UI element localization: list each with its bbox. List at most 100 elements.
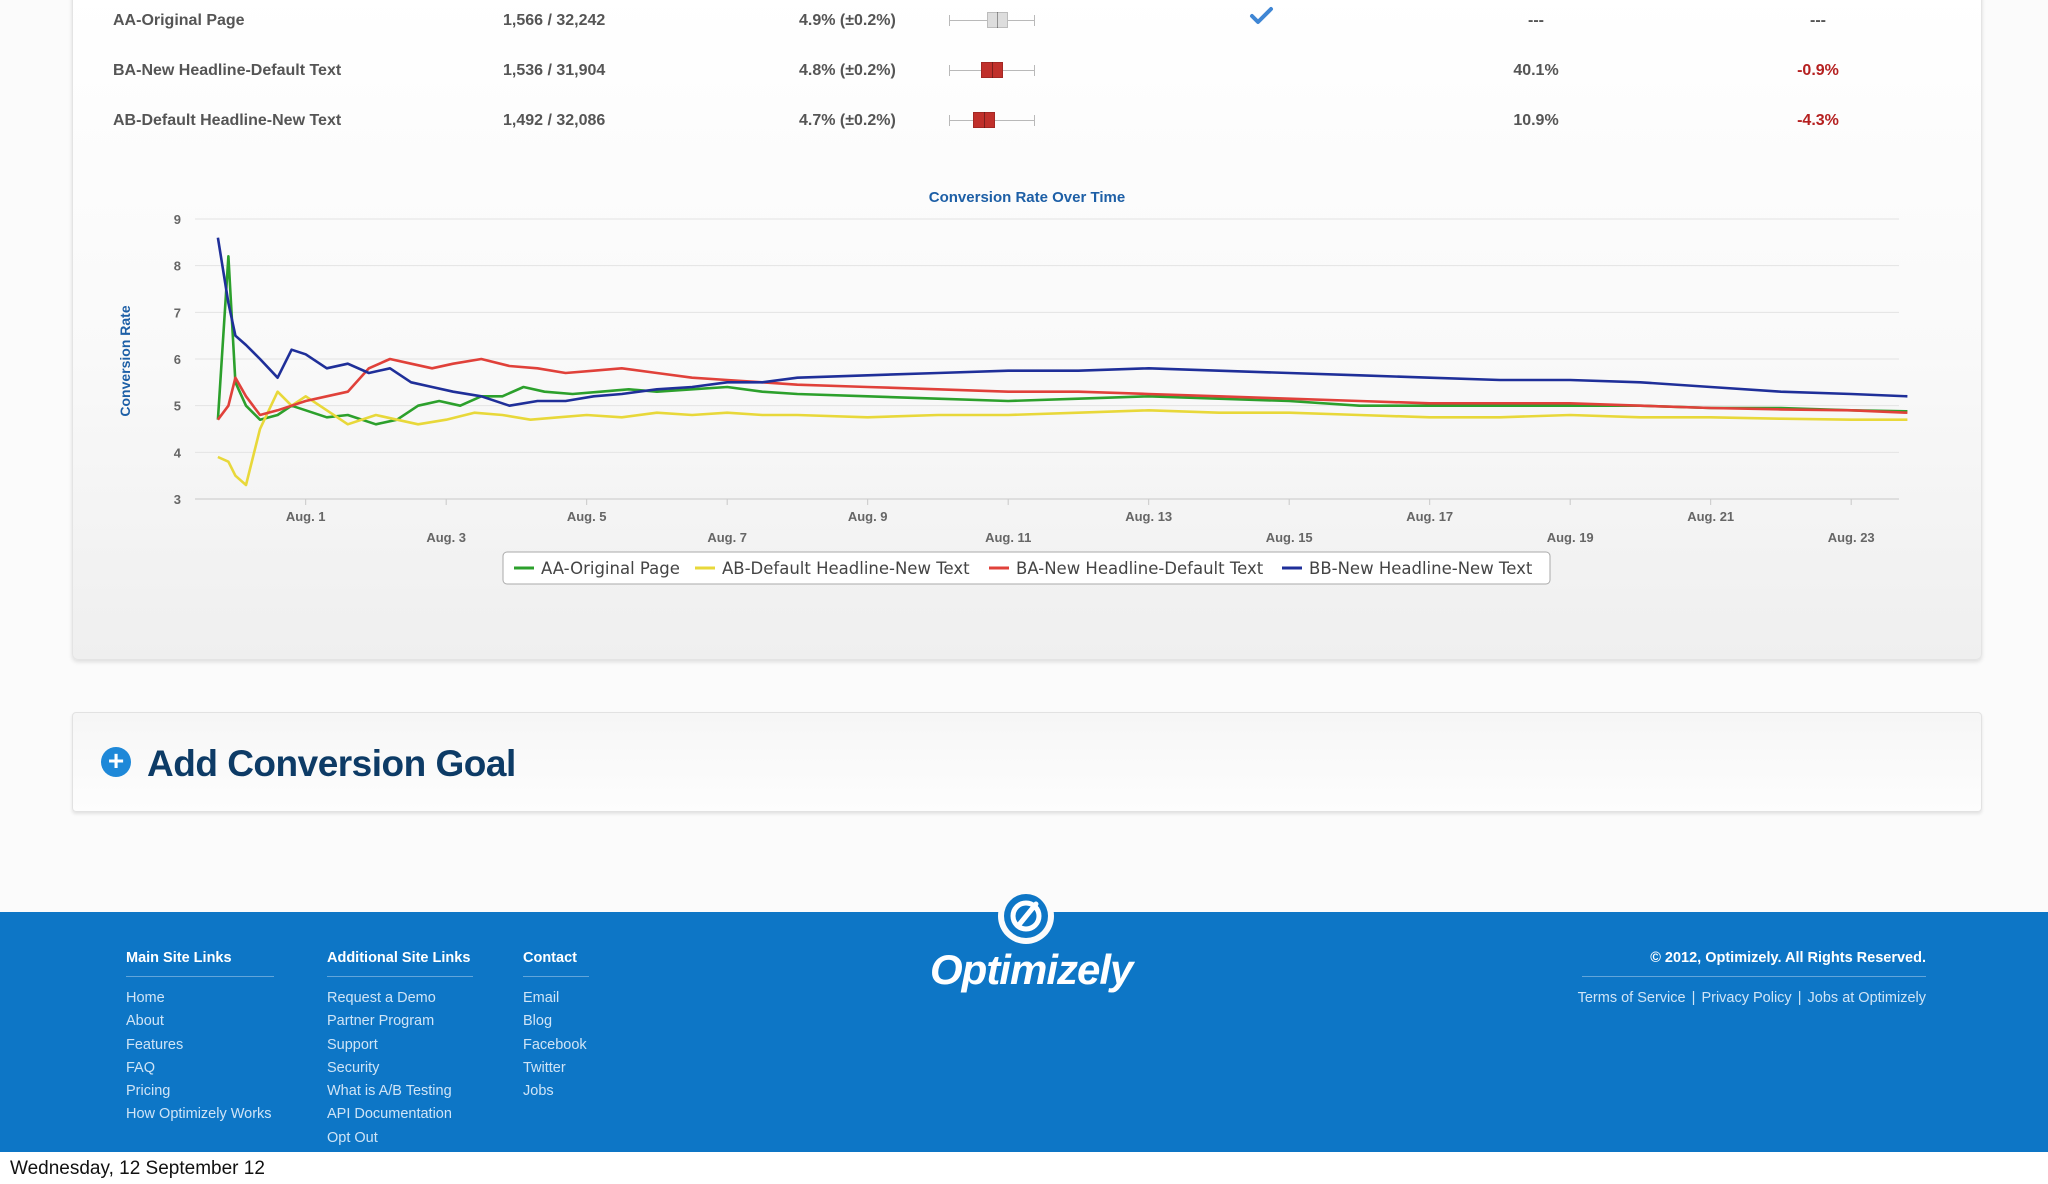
footer-link-security[interactable]: Security bbox=[327, 1059, 380, 1076]
terms-link[interactable]: Terms of Service bbox=[1577, 990, 1686, 1006]
variation-row[interactable]: BA-New Headline-Default Text 1,536 / 31,9… bbox=[73, 50, 1981, 90]
x-tick-label: Aug. 19 bbox=[1547, 530, 1594, 545]
interval-tick bbox=[949, 65, 950, 76]
interval-midpoint bbox=[983, 112, 985, 128]
footer-link-twitter[interactable]: Twitter bbox=[523, 1059, 566, 1076]
legend-item-bb-new-headline-new-text[interactable]: BB-New Headline-New Text bbox=[1309, 559, 1533, 578]
footer-link-how-optimizely-works[interactable]: How Optimizely Works bbox=[126, 1106, 272, 1123]
series-line-aa-original-page bbox=[216, 255, 1908, 426]
variation-row[interactable]: AA-Original Page 1,566 / 32,242 4.9% (±0.2… bbox=[73, 0, 1981, 40]
footer-link-jobs[interactable]: Jobs bbox=[523, 1083, 554, 1100]
confidence-interval-bar bbox=[949, 110, 1035, 130]
interval-midpoint bbox=[992, 62, 993, 78]
interval-range bbox=[981, 62, 1003, 78]
footer: Main Site Links Home About Features FAQ Pric… bbox=[0, 888, 2048, 1152]
footer-link-partner-program[interactable]: Partner Program bbox=[327, 1013, 435, 1030]
conversions-value: 1,492 / 32,086 bbox=[503, 112, 606, 129]
privacy-link[interactable]: Privacy Policy bbox=[1701, 990, 1792, 1006]
x-tick-label: Aug. 23 bbox=[1828, 530, 1875, 545]
confidence-interval-bar bbox=[949, 60, 1035, 80]
confidence-interval-bar bbox=[949, 10, 1035, 30]
y-tick-label: 6 bbox=[174, 352, 181, 367]
conversion-rate-value: 4.8% (±0.2%) bbox=[799, 62, 896, 79]
separator: | bbox=[1797, 990, 1802, 1006]
interval-range bbox=[973, 112, 995, 128]
chance-to-beat-value: 40.1% bbox=[1513, 62, 1559, 79]
x-tick-label: Aug. 21 bbox=[1687, 509, 1734, 524]
add-conversion-goal-card[interactable]: + Add Conversion Goal bbox=[72, 712, 1982, 812]
variation-name[interactable]: AB-Default Headline-New Text bbox=[113, 112, 342, 129]
footer-link-request-a-demo[interactable]: Request a Demo bbox=[327, 990, 436, 1006]
footer-link-features[interactable]: Features bbox=[126, 1036, 184, 1053]
chart-title: Conversion Rate Over Time bbox=[929, 189, 1125, 206]
footer-link-home[interactable]: Home bbox=[126, 990, 165, 1006]
date-caption: Wednesday, 12 September 12 bbox=[10, 1158, 265, 1179]
optimizely-logo-icon[interactable] bbox=[998, 888, 1054, 944]
x-tick-label: Aug. 9 bbox=[848, 509, 888, 524]
legend-item-ab-default-headline-new-text[interactable]: AB-Default Headline-New Text bbox=[722, 559, 970, 578]
footer-link-api-documentation[interactable]: API Documentation bbox=[327, 1106, 452, 1123]
series-line-ba-new-headline-default-text bbox=[216, 357, 1908, 421]
divider bbox=[1582, 976, 1926, 977]
improvement-value: -0.9% bbox=[1797, 62, 1839, 79]
conversions-value: 1,536 / 31,904 bbox=[503, 62, 606, 79]
x-tick-label: Aug. 11 bbox=[985, 530, 1031, 545]
y-tick-label: 7 bbox=[174, 305, 181, 320]
y-tick-label: 3 bbox=[174, 492, 181, 507]
improvement-value: -4.3% bbox=[1797, 112, 1839, 129]
plus-circle-icon[interactable]: + bbox=[101, 747, 131, 777]
add-conversion-goal-link[interactable]: Add Conversion Goal bbox=[147, 743, 516, 784]
legal-links: Terms of Service | Privacy Policy | Jobs… bbox=[1578, 990, 1926, 1006]
interval-tick bbox=[1034, 115, 1035, 126]
y-axis-label: Conversion Rate bbox=[117, 305, 133, 416]
x-tick-label: Aug. 17 bbox=[1406, 509, 1453, 524]
date-caption-bar: Wednesday, 12 September 12 bbox=[0, 1152, 2048, 1184]
y-tick-label: 8 bbox=[174, 259, 181, 274]
separator: | bbox=[1691, 990, 1696, 1006]
variation-name[interactable]: BA-New Headline-Default Text bbox=[113, 62, 342, 79]
interval-tick bbox=[949, 115, 950, 126]
footer-link-about[interactable]: About bbox=[126, 1013, 164, 1030]
conversion-rate-value: 4.9% (±0.2%) bbox=[799, 12, 896, 29]
copyright-text: © 2012, Optimizely. All Rights Reserved. bbox=[1650, 950, 1926, 966]
legend-item-aa-original-page[interactable]: AA-Original Page bbox=[541, 559, 680, 578]
footer-link-blog[interactable]: Blog bbox=[523, 1013, 553, 1030]
optimizely-wordmark[interactable]: Optimizely bbox=[930, 946, 1133, 993]
checkmark-icon[interactable] bbox=[1249, 6, 1275, 26]
conversion-rate-chart: Conversion Rate Over Time 3 4 5 6 7 8 9 Conversi… bbox=[117, 189, 1908, 585]
footer-links: Home About Features FAQ Pricing How Optimizel… bbox=[126, 987, 274, 1127]
footer-link-facebook[interactable]: Facebook bbox=[523, 1036, 587, 1053]
legend-item-ba-new-headline-default-text[interactable]: BA-New Headline-Default Text bbox=[1016, 559, 1264, 578]
footer-link-opt-out[interactable]: Opt Out bbox=[327, 1129, 378, 1146]
variation-name[interactable]: AA-Original Page bbox=[113, 12, 245, 29]
x-tick-label: Aug. 7 bbox=[707, 530, 747, 545]
interval-tick bbox=[949, 15, 950, 26]
series-line-ab-default-headline-new-text bbox=[217, 390, 1908, 487]
footer-column-contact: Contact Email Blog Facebook Twitter Jobs bbox=[523, 950, 589, 1103]
chart-legend[interactable] bbox=[502, 551, 1551, 585]
y-tick-label: 4 bbox=[174, 445, 182, 460]
improvement-value: --- bbox=[1810, 12, 1826, 29]
footer-link-faq[interactable]: FAQ bbox=[126, 1059, 156, 1076]
x-tick-label: Aug. 3 bbox=[426, 530, 466, 545]
footer-link-what-is-a-b-testing[interactable]: What is A/B Testing bbox=[327, 1083, 452, 1100]
footer-column-additional-site-links: Additional Site Links Request a Demo Part… bbox=[327, 950, 473, 1150]
interval-midpoint bbox=[997, 12, 999, 28]
footer-link-support[interactable]: Support bbox=[327, 1036, 378, 1053]
interval-range bbox=[986, 12, 1009, 28]
footer-link-email[interactable]: Email bbox=[523, 990, 560, 1006]
x-tick-label: Aug. 1 bbox=[286, 509, 326, 524]
footer-heading: Additional Site Links bbox=[327, 950, 473, 977]
variation-row[interactable]: AB-Default Headline-New Text 1,492 / 32,0… bbox=[73, 100, 1981, 140]
footer-links: Request a Demo Partner Program Support Secu… bbox=[327, 987, 473, 1150]
conversions-value: 1,566 / 32,242 bbox=[503, 12, 606, 29]
footer-links: Email Blog Facebook Twitter Jobs bbox=[523, 987, 589, 1103]
interval-tick bbox=[1034, 15, 1035, 26]
footer-heading: Contact bbox=[523, 950, 589, 977]
footer-link-pricing[interactable]: Pricing bbox=[126, 1083, 171, 1100]
y-tick-label: 9 bbox=[174, 212, 181, 227]
x-tick-label: Aug. 13 bbox=[1125, 509, 1172, 524]
jobs-link[interactable]: Jobs at Optimizely bbox=[1807, 990, 1926, 1006]
interval-tick bbox=[1034, 65, 1035, 76]
